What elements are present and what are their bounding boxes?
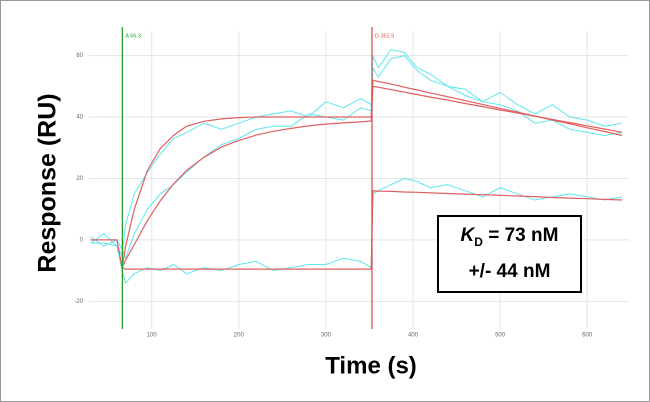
x-tick-label: 500	[495, 333, 506, 339]
series-line	[90, 55, 623, 260]
y-axis-title: Response (RU)	[34, 93, 62, 272]
marker-label: A 66.3	[125, 33, 141, 39]
series-line	[90, 190, 623, 270]
y-tick-label: 60	[76, 53, 83, 59]
y-tick-label: 0	[80, 237, 84, 243]
kd-subscript: D	[474, 234, 483, 249]
x-tick-label: 600	[582, 333, 593, 339]
kd-symbol: K	[460, 225, 475, 246]
x-tick-label: 100	[147, 333, 158, 339]
y-tick-label: 40	[76, 115, 83, 121]
x-tick-label: 400	[408, 333, 419, 339]
x-axis-title: Time (s)	[325, 352, 417, 379]
series-line	[121, 85, 623, 268]
series-line	[90, 48, 623, 257]
kd-line: KD = 73 nM	[439, 221, 580, 257]
kd-annotation: KD = 73 nM +/- 44 nM	[437, 215, 582, 293]
x-tick-label: 300	[321, 333, 332, 339]
series-line	[90, 177, 623, 284]
marker-label: D 352.9	[375, 33, 394, 39]
kd-value: = 73 nM	[488, 225, 559, 246]
kd-error: +/- 44 nM	[468, 260, 551, 282]
y-tick-label: -20	[74, 299, 83, 305]
x-tick-label: 200	[234, 333, 245, 339]
y-tick-label: 20	[76, 176, 83, 182]
